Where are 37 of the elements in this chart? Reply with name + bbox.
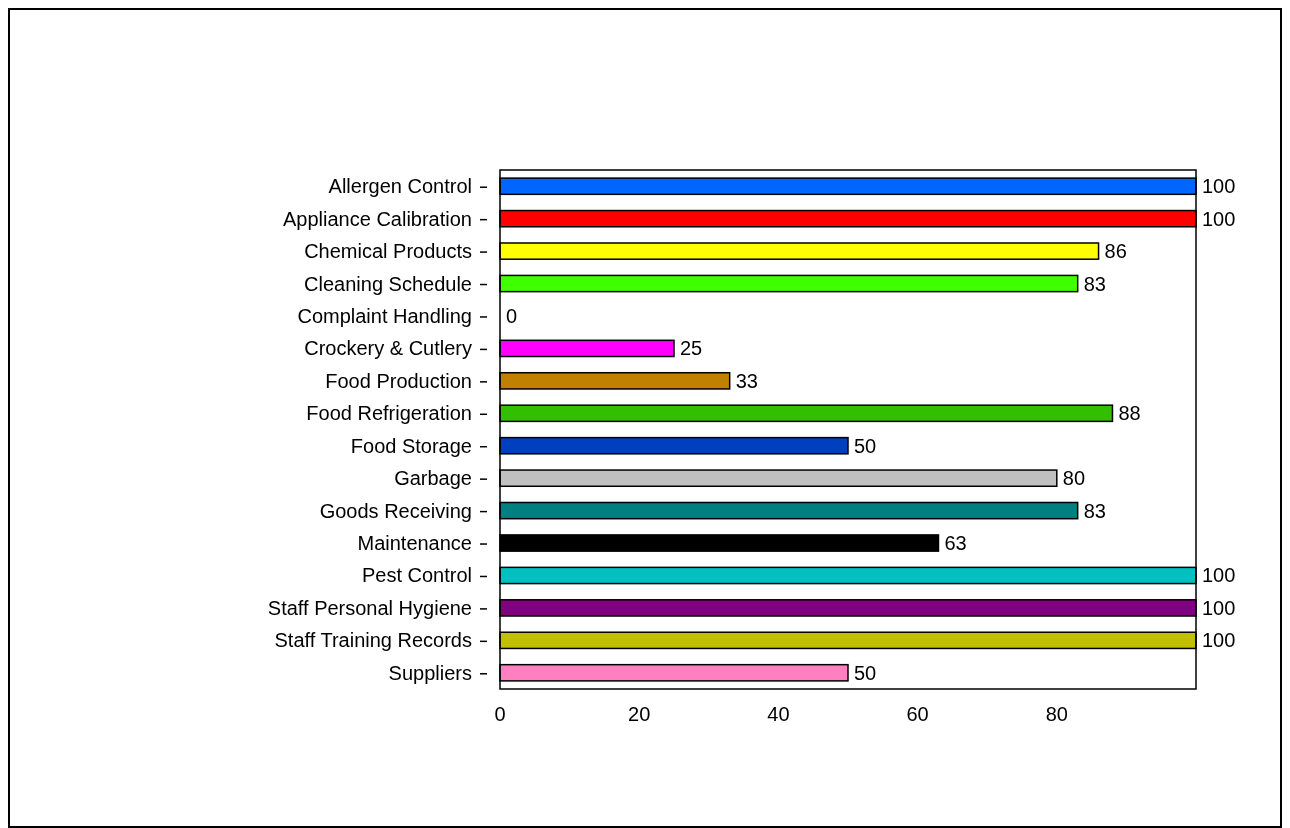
data-label: 83 <box>1083 272 1106 295</box>
data-label: 100 <box>1202 629 1236 652</box>
data-label: 50 <box>854 661 877 684</box>
y-tick-label: Staff Personal Hygiene <box>267 596 472 619</box>
x-tick-label: 60 <box>906 703 929 725</box>
data-label: 86 <box>1104 240 1127 263</box>
data-label: 63 <box>944 532 967 555</box>
x-tick-label: 20 <box>628 703 651 725</box>
data-label: 100 <box>1202 596 1236 619</box>
y-tick-label: Staff Training Records <box>274 629 472 652</box>
data-label: 25 <box>680 337 703 360</box>
y-tick-label: Pest Control <box>361 564 472 587</box>
data-label: 83 <box>1083 499 1106 522</box>
x-tick-label: 40 <box>767 703 790 725</box>
y-tick-label: Cleaning Schedule <box>304 272 472 295</box>
y-tick-label: Food Storage <box>350 434 472 457</box>
y-tick-label: Crockery & Cutlery <box>304 337 472 360</box>
data-label: 100 <box>1202 564 1236 587</box>
data-label: 80 <box>1062 467 1086 490</box>
y-tick-label: Appliance Calibration <box>282 207 472 230</box>
x-tick-label: 0 <box>494 703 506 725</box>
y-tick-label: Maintenance <box>357 532 472 555</box>
y-tick-label: Food Refrigeration <box>306 402 472 425</box>
data-label: 100 <box>1202 207 1236 230</box>
y-tick-label: Allergen Control <box>328 175 472 198</box>
y-tick-label: Suppliers <box>388 661 472 684</box>
y-tick-label: Garbage <box>394 467 472 490</box>
data-label: 50 <box>854 434 877 457</box>
x-tick-label: 80 <box>1045 703 1068 725</box>
y-tick-label: Chemical Products <box>304 240 472 263</box>
data-label: 33 <box>735 369 758 392</box>
data-label: 0 <box>506 304 518 327</box>
data-label: 100 <box>1202 175 1236 198</box>
data-label: 88 <box>1118 402 1141 425</box>
y-tick-label: Food Production <box>325 369 472 392</box>
y-tick-label: Goods Receiving <box>319 499 472 522</box>
y-tick-label: Complaint Handling <box>297 304 472 327</box>
